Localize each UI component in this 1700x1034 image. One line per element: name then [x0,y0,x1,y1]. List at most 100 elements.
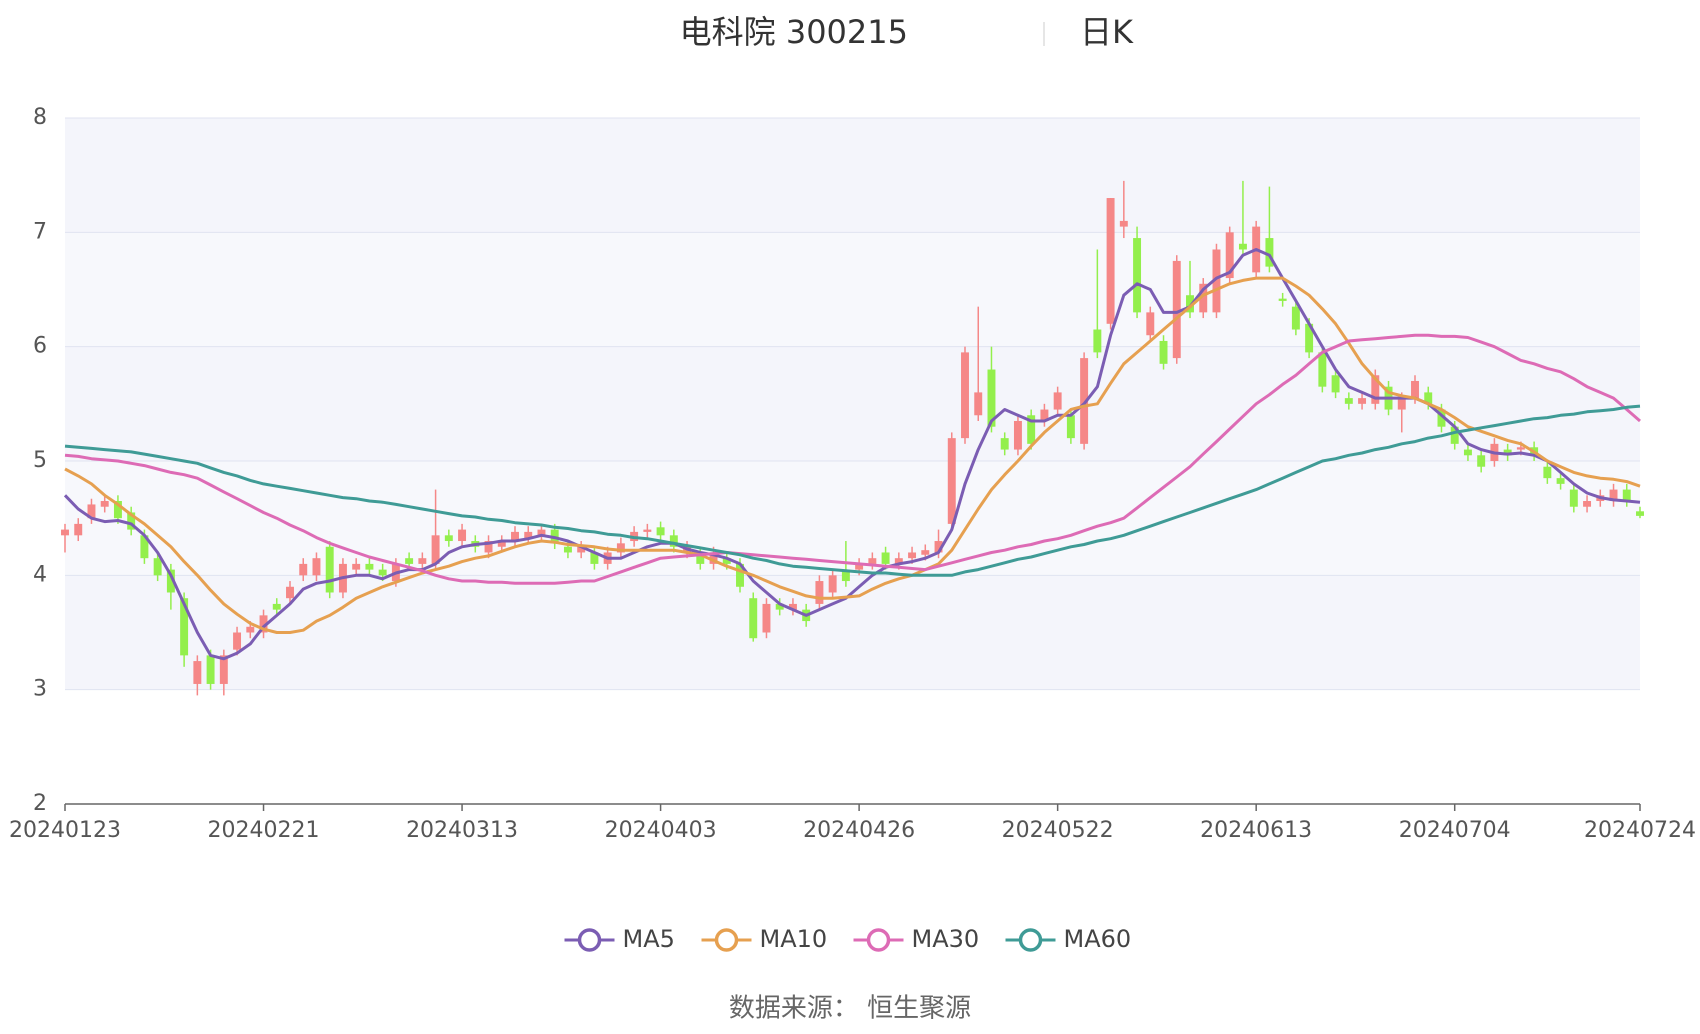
candle-body [1371,375,1380,404]
legend-marker [714,928,739,952]
candle-body [352,563,361,570]
ma-line [64,333,1641,585]
candle-body [616,543,625,553]
candle-body [166,569,175,593]
candle-body [1450,426,1459,444]
candle-body [113,501,122,519]
candle-body [643,529,652,532]
legend-label: MA60 [1064,925,1132,953]
chart-subtitle: 日K [1080,13,1134,51]
candle-body [1358,398,1367,404]
candle-body [1397,398,1406,410]
split-area [65,118,1640,233]
candle-body [1583,501,1592,507]
candle-body [1636,511,1644,516]
candle-body [563,546,572,553]
y-tick-label: 6 [33,334,47,359]
split-area [65,461,1640,576]
candle-body [1516,447,1525,450]
candle-body [365,563,374,570]
candle-body [1411,380,1419,399]
candle-body [947,438,956,524]
candle-body [1027,415,1036,444]
candle-body [974,392,983,416]
x-tick-label: 20240403 [605,818,717,843]
candle-body [458,529,467,542]
candle-body [577,546,586,553]
chart-title: 电科院 300215 [680,13,908,51]
candle-body [1437,409,1446,427]
y-tick-label: 2 [33,791,47,816]
legend-marker [577,928,602,952]
candle-body [1291,306,1300,330]
candle-body [1543,466,1552,479]
legend-item: MA5 [564,925,675,953]
candle-body [193,661,202,684]
candle-body [1066,415,1075,439]
x-tick-label: 20240123 [9,818,121,843]
candle-body [722,558,731,564]
candle-body [87,504,96,519]
candle-body [1212,249,1221,313]
candle-body [1172,260,1181,359]
candle-body [1556,478,1565,484]
candle-body [418,558,427,564]
candle-body [762,603,771,633]
candle-body [127,512,136,530]
candle-body [325,546,334,593]
candle-body [788,603,797,610]
candle-body [749,598,758,639]
y-tick-label: 4 [33,562,47,587]
candle-body [140,535,149,559]
legend-marker [1018,928,1043,952]
x-tick-label: 20240522 [1002,818,1114,843]
candle-body [405,558,414,564]
candle-body [74,523,83,536]
candle-body [894,558,903,564]
candle-body [1093,329,1102,353]
candle-body [1344,398,1353,404]
legend-label: MA10 [760,925,828,953]
legend-marker [866,928,891,952]
candle-body [286,586,294,599]
candle-body [961,352,969,439]
legend-item: MA10 [701,925,828,953]
candle-body [881,552,890,564]
candle-body [1609,489,1618,502]
y-tick-label: 5 [33,448,47,473]
candle-body [246,626,255,633]
legend-label: MA30 [912,925,980,953]
candle-body [431,535,440,564]
candle-body [775,603,784,610]
candle-body [1080,358,1089,444]
candle-body [1238,243,1247,250]
ma-line [64,404,1641,577]
x-tick-label: 20240426 [803,818,915,843]
candle-body [987,369,996,427]
ma-line [64,276,1641,634]
y-tick-label: 8 [33,105,47,130]
candle-body [511,531,519,542]
legend-item: MA30 [853,925,980,953]
candle-body [524,531,533,539]
candle-body [180,598,189,656]
candle-body [1424,392,1433,404]
legend-label: MA5 [623,925,675,953]
candle-body [841,569,850,582]
candle-body [1159,340,1168,364]
candle-body [868,558,877,564]
candle-body [1569,489,1578,507]
candle-body [1622,489,1631,502]
candle-body [669,535,678,547]
candle-body [312,558,321,576]
candle-body [590,552,599,564]
candle-body [815,581,824,604]
x-tick-label: 20240724 [1584,818,1696,843]
candle-body [1265,238,1274,267]
candle-body [921,550,930,555]
candle-body [1000,438,1009,450]
candle-body [206,655,215,684]
candle-body [497,541,506,547]
candle-body [1278,298,1287,301]
